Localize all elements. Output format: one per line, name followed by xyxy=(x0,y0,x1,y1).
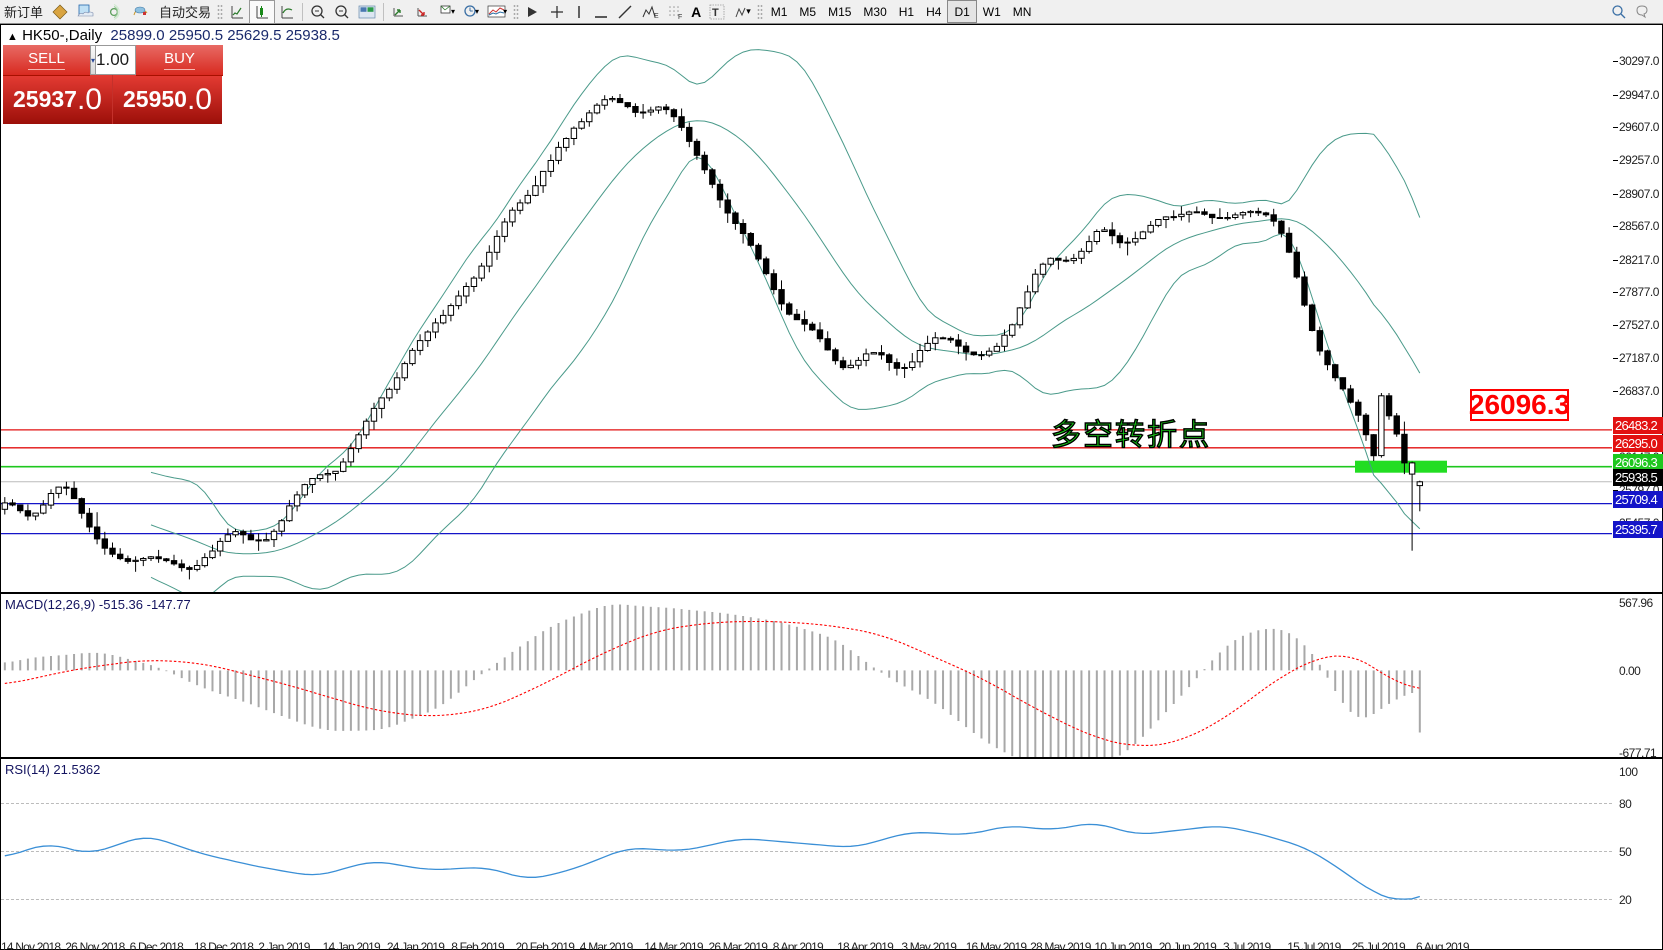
svg-text:T: T xyxy=(712,7,719,19)
svg-text:E: E xyxy=(654,13,659,20)
svg-text:F: F xyxy=(678,14,682,20)
